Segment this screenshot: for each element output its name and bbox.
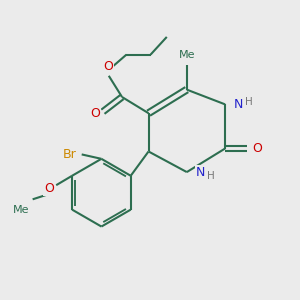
Text: N: N — [234, 98, 243, 111]
Text: Me: Me — [13, 205, 30, 214]
Text: H: H — [207, 171, 214, 181]
Text: N: N — [196, 166, 205, 178]
Text: O: O — [91, 107, 100, 120]
Text: Br: Br — [63, 148, 77, 161]
Text: Me: Me — [178, 50, 195, 60]
Text: O: O — [103, 60, 113, 73]
Text: H: H — [245, 97, 253, 107]
Text: O: O — [44, 182, 54, 195]
Text: O: O — [252, 142, 262, 155]
